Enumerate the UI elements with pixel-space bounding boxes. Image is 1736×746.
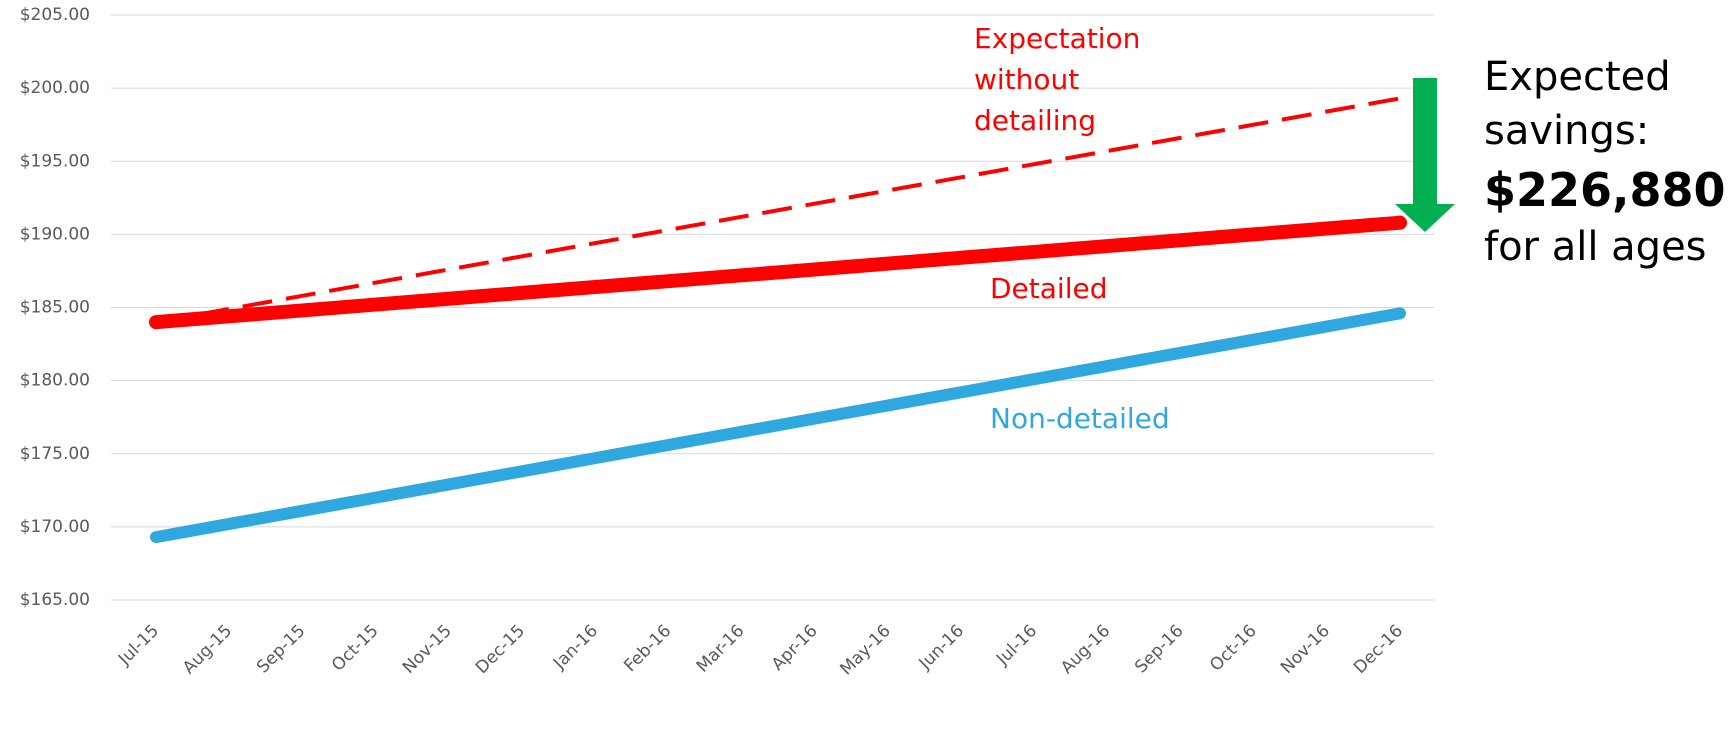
x-tick-label: Aug-16 xyxy=(1057,621,1114,678)
savings-arrow xyxy=(1395,78,1455,232)
series-label: Expectation without detailing xyxy=(974,22,1141,137)
x-tick-label: Oct-15 xyxy=(328,621,383,676)
annotation: $226,880 xyxy=(1484,163,1726,217)
x-tick-label: Jun-16 xyxy=(915,621,968,674)
x-tick-label: Apr-16 xyxy=(768,621,822,675)
annotation: Expected savings: xyxy=(1484,54,1671,154)
x-tick-label: Jul-15 xyxy=(114,621,163,670)
x-tick-label: Nov-16 xyxy=(1277,621,1334,678)
labels: $165.00 $170.00 $175.00 $180.00 $185.00 $190.… xyxy=(20,5,1407,679)
y-tick-label: $185.00 xyxy=(20,298,90,318)
x-tick-label: Dec-15 xyxy=(472,621,529,678)
x-tick-label: Aug-15 xyxy=(179,621,236,678)
annotation: for all ages xyxy=(1484,224,1707,270)
series-line xyxy=(149,215,1407,330)
x-tick-label: Feb-16 xyxy=(620,621,675,676)
series-label: Detailed xyxy=(990,272,1108,305)
x-tick-label: Oct-16 xyxy=(1206,621,1261,676)
series-label: Non-detailed xyxy=(990,402,1170,435)
x-tick-label: Sep-16 xyxy=(1131,621,1187,677)
series-line xyxy=(150,307,1406,544)
x-tick-label: Nov-15 xyxy=(399,621,456,678)
x-tick-label: Mar-16 xyxy=(693,621,749,677)
x-tick-label: Jan-16 xyxy=(549,621,602,674)
y-tick-label: $175.00 xyxy=(20,444,90,464)
series-line xyxy=(155,96,1401,325)
x-tick-label: Dec-16 xyxy=(1350,621,1407,678)
y-tick-label: $195.00 xyxy=(20,151,90,171)
y-tick-label: $200.00 xyxy=(20,78,90,98)
x-tick-label: Sep-15 xyxy=(253,621,309,677)
y-tick-label: $190.00 xyxy=(20,224,90,244)
y-tick-label: $165.00 xyxy=(20,590,90,610)
y-tick-label: $170.00 xyxy=(20,517,90,537)
lines xyxy=(149,96,1407,544)
y-tick-label: $180.00 xyxy=(20,371,90,391)
x-tick-label: May-16 xyxy=(836,621,894,679)
y-tick-label: $205.00 xyxy=(20,5,90,25)
x-tick-label: Jul-16 xyxy=(992,621,1041,670)
